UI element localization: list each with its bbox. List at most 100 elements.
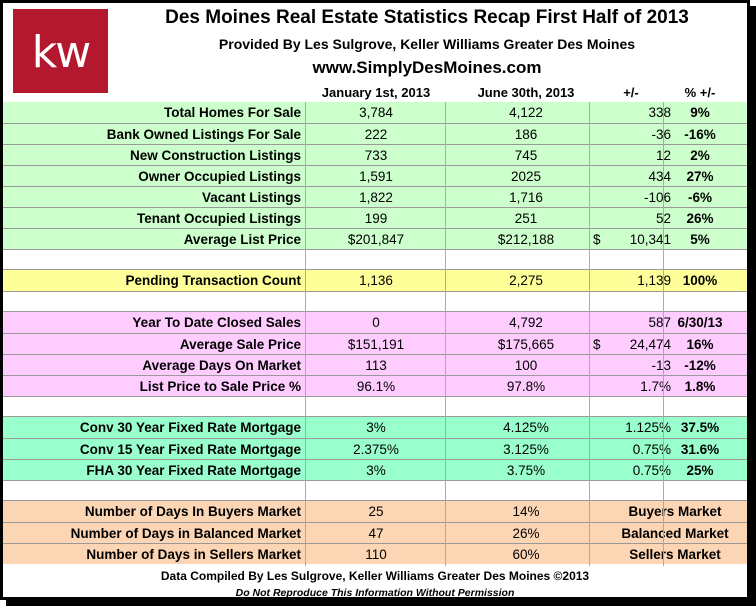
- percent-change: -12%: [684, 357, 716, 373]
- row-label: Pending Transaction Count: [125, 273, 301, 288]
- row-label: Conv 30 Year Fixed Rate Mortgage: [79, 420, 301, 435]
- june-value: 2,275: [509, 273, 543, 288]
- percent-change: 2%: [690, 147, 710, 163]
- table-row: Average Days On Market 113 100 -13 -12%: [3, 354, 747, 375]
- january-value: 47: [368, 525, 384, 541]
- percent-change: 16%: [686, 336, 714, 352]
- percent-change: 37.5%: [680, 420, 720, 435]
- january-value: 3,784: [359, 105, 393, 120]
- june-value: 2025: [510, 168, 542, 184]
- january-value: 3%: [366, 420, 386, 435]
- section-gap: [3, 291, 747, 312]
- percent-change: 31.6%: [680, 441, 720, 457]
- market-section: Number of Days In Buyers Market 25 14% Buye…: [3, 501, 747, 564]
- page-title: Des Moines Real Estate Statistics Recap …: [165, 7, 689, 28]
- change-text: -106: [643, 189, 671, 205]
- january-value: 1,591: [359, 168, 393, 184]
- change-value: Sellers Market: [603, 544, 747, 564]
- website-link[interactable]: www.SimplyDesMoines.com: [312, 58, 542, 77]
- row-label: Average Sale Price: [179, 336, 301, 352]
- january-value: 113: [365, 357, 387, 373]
- table-row: Average List Price $201,847 $212,188 $10,34…: [3, 228, 747, 249]
- change-text: 434: [648, 168, 671, 184]
- table-row: FHA 30 Year Fixed Rate Mortgage 3% 3.75% 0.…: [3, 459, 747, 480]
- january-value: 96.1%: [356, 378, 396, 394]
- section-gap: [3, 249, 747, 270]
- january-value: 3%: [366, 462, 386, 478]
- table-row: Owner Occupied Listings 1,591 2025 434 27%: [3, 165, 747, 186]
- change-text: -13: [651, 357, 671, 373]
- row-label: New Construction Listings: [129, 147, 301, 163]
- june-value: 97.8%: [506, 378, 546, 394]
- june-value: 4.125%: [503, 420, 549, 435]
- january-value: 0: [372, 315, 380, 330]
- change-text: 0.75%: [632, 441, 671, 457]
- change-value: $10,341: [591, 229, 671, 249]
- june-value: 251: [514, 210, 538, 226]
- january-value: 199: [364, 210, 388, 226]
- june-value: 4,122: [509, 105, 543, 120]
- change-value: -36: [591, 124, 671, 144]
- inventory-section: Total Homes For Sale 3,784 4,122 338 9% Bank …: [3, 102, 747, 249]
- row-label: Average List Price: [183, 231, 301, 247]
- row-label: Year To Date Closed Sales: [132, 315, 301, 330]
- change-value: 587: [591, 312, 671, 333]
- january-value: 25: [368, 504, 384, 519]
- change-value: Balanced Market: [603, 523, 747, 543]
- change-text: Buyers Market: [628, 504, 722, 519]
- row-label: Conv 15 Year Fixed Rate Mortgage: [79, 441, 301, 457]
- column-divider: [305, 102, 306, 566]
- table-row: Conv 15 Year Fixed Rate Mortgage 2.375% 3.…: [3, 438, 747, 459]
- row-label: Number of Days in Sellers Market: [86, 546, 301, 562]
- kw-logo-text: kw: [31, 27, 91, 78]
- column-divider: [589, 102, 590, 566]
- percent-change: 6/30/13: [677, 315, 723, 330]
- june-value: 186: [514, 126, 538, 142]
- row-label: Total Homes For Sale: [163, 105, 301, 120]
- change-text: 338: [648, 105, 671, 120]
- change-value: -13: [591, 355, 671, 375]
- row-label: Number of Days in Balanced Market: [70, 525, 301, 541]
- change-text: 24,474: [629, 336, 671, 352]
- change-text: Balanced Market: [621, 525, 729, 541]
- change-value: 338: [591, 102, 671, 123]
- june-value: 100: [514, 357, 538, 373]
- table-row: New Construction Listings733745122%: [3, 144, 747, 165]
- header-pct: % +/-: [684, 84, 716, 100]
- change-text: 10,341: [629, 231, 671, 247]
- header-june: June 30th, 2013: [477, 84, 575, 100]
- june-value: 3.75%: [506, 462, 546, 478]
- change-value: -106: [591, 187, 671, 207]
- table-row: Conv 30 Year Fixed Rate Mortgage 3% 4.125%…: [3, 417, 747, 438]
- percent-change: 27%: [686, 168, 714, 184]
- percent-change: 26%: [686, 210, 714, 226]
- table-row: Bank Owned Listings For Sale 222 186 -36 -16…: [3, 123, 747, 144]
- january-value: 222: [364, 126, 388, 142]
- section-gap: [3, 480, 747, 501]
- change-text: 1.125%: [625, 420, 671, 435]
- table-row: Average Sale Price $151,191 $175,665 $24,47…: [3, 333, 747, 354]
- sales-section: Year To Date Closed Sales 0 4,792 587 6/30/1…: [3, 312, 747, 396]
- change-value: 0.75%: [591, 439, 671, 459]
- june-value: 14%: [512, 504, 540, 519]
- june-value: 3.125%: [503, 441, 549, 457]
- percent-change: 9%: [690, 105, 710, 120]
- change-value: 434: [591, 166, 671, 186]
- row-label: Owner Occupied Listings: [138, 168, 301, 184]
- january-value: $151,191: [347, 336, 405, 352]
- header-january: January 1st, 2013: [321, 84, 431, 100]
- january-value: 2.375%: [353, 441, 399, 457]
- change-text: 0.75%: [632, 462, 671, 478]
- column-headers: January 1st, 2013 June 30th, 2013 +/- % …: [3, 82, 747, 102]
- june-value: $175,665: [497, 336, 555, 352]
- table-row: Number of Days in Balanced Market 47 26% Ba…: [3, 522, 747, 543]
- table-row: Vacant Listings 1,822 1,716 -106 -6%: [3, 186, 747, 207]
- row-label: List Price to Sale Price %: [139, 378, 301, 394]
- january-value: 1,136: [359, 273, 393, 288]
- footer-compiled: Data Compiled By Les Sulgrove, Keller Wi…: [160, 569, 590, 583]
- change-value: 1.125%: [591, 417, 671, 438]
- percent-change: -16%: [684, 126, 716, 142]
- rates-section: Conv 30 Year Fixed Rate Mortgage 3% 4.125%…: [3, 417, 747, 480]
- column-divider: [445, 102, 446, 566]
- dollar-sign: $: [593, 336, 601, 352]
